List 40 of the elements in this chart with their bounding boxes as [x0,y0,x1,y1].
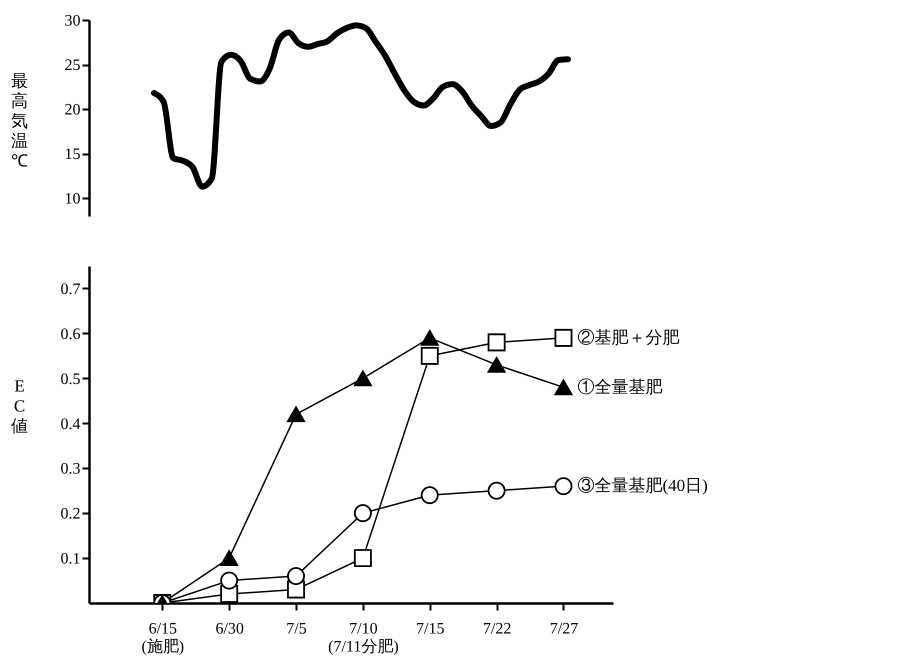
point [554,328,572,347]
y-tick-label: 0.5 [60,370,80,388]
series-label: ③全量基肥(40日) [577,476,708,496]
point [354,504,372,522]
y-tick-label: 10 [64,190,80,208]
point [420,346,439,365]
point [554,477,572,496]
series-label: ①全量基肥 [577,377,662,396]
x-tick-label: 6/15 (施肥) [141,620,184,656]
y-axis-title: EC値 [11,376,28,436]
point [220,550,238,566]
y-tick-label: 25 [64,57,80,74]
y-tick-label: 0.6 [60,326,80,343]
point [354,370,372,386]
y-tick-label: 30 [64,12,80,30]
series-label: ②基肥＋分肥 [577,328,680,347]
point [420,330,439,346]
x-tick-label: 7/10 (7/11分肥) [328,620,399,656]
y-tick-label: 0.7 [60,280,80,298]
y-tick-label: 0.1 [60,550,80,568]
y-tick-label: 0.2 [60,506,80,523]
point [220,572,238,590]
point [554,379,572,396]
x-tick-label: 7/27 [550,620,578,638]
point [287,567,305,585]
y-tick-label: 15 [64,146,80,164]
y-tick-label: 0.4 [60,416,80,433]
y-tick-label: 20 [64,102,80,119]
x-tick-label: 7/5 [286,620,307,638]
point [488,356,506,373]
y-tick-label: 0.3 [60,460,80,478]
point [420,486,439,504]
y-axis-title: 最高気温℃ [11,72,28,170]
point [354,549,372,568]
x-tick-label: 7/15 [416,620,444,638]
point [488,333,506,352]
point [488,482,506,500]
point [287,406,305,422]
x-tick-label: 6/30 [215,620,244,638]
x-tick-label: 7/22 [482,620,512,638]
